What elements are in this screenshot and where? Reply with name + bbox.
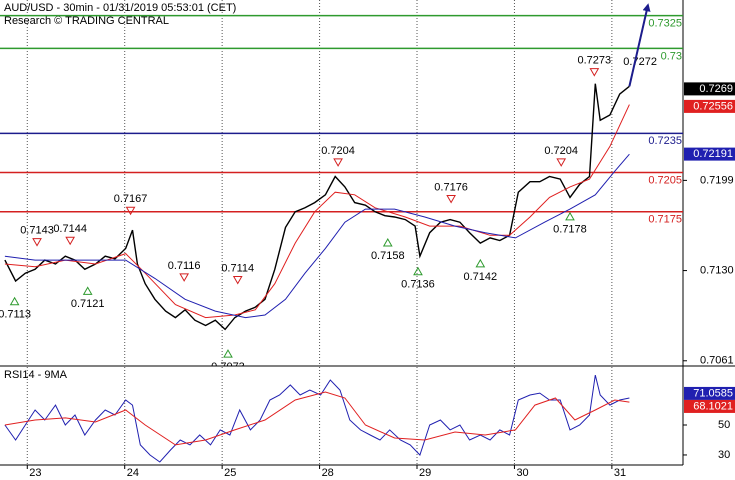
pivot-high-marker <box>446 194 456 204</box>
panel: 0.7143 0.7144 0.7113 0.7121 0.7167 0.7116 0.71… <box>0 0 683 373</box>
pivot-label: 0.7158 <box>371 250 405 262</box>
series-line <box>4 391 630 446</box>
y-tick-label: 0.7199 <box>700 174 734 186</box>
pivot-low-marker <box>223 349 233 358</box>
pivot-label: 0.7167 <box>114 193 148 205</box>
x-tick-label: 23 <box>29 467 41 479</box>
forecast-arrow <box>628 3 651 87</box>
pivot-label: 0.7142 <box>464 271 498 283</box>
x-tick-label: 24 <box>127 467 139 479</box>
y-tick-label: 30 <box>718 449 730 461</box>
pivot-high-marker <box>65 236 76 246</box>
pivot-high-marker <box>32 238 42 247</box>
pivot-high-marker <box>333 158 343 167</box>
pivot-high-marker <box>232 275 243 285</box>
pivot-label: 0.7176 <box>434 181 468 193</box>
pivot-label: 0.7178 <box>553 224 587 236</box>
price-tag-label: 0.72556 <box>693 100 733 112</box>
price-tag-label: 68.1021 <box>693 400 733 412</box>
price-tag <box>684 399 735 413</box>
x-tick-label: 31 <box>614 467 626 479</box>
price-tag <box>684 82 735 96</box>
pivot-label: 0.7204 <box>321 145 355 157</box>
pivot-low-marker <box>565 211 575 221</box>
price-tag-label: 0.7269 <box>699 83 733 95</box>
pivot-label: 0.7204 <box>544 145 578 157</box>
x-tick-label: 30 <box>516 467 528 479</box>
pivot-high-marker <box>125 206 136 216</box>
price-tag <box>684 99 735 113</box>
level-label: 0.7205 <box>648 174 682 186</box>
x-tick-label: 29 <box>419 467 431 479</box>
pivot-high-marker <box>556 158 567 167</box>
pivot-label: 0.7113 <box>0 309 31 321</box>
pivot-label: 0.7136 <box>401 279 435 291</box>
level-label: 0.73 <box>661 50 682 62</box>
pivot-label: 0.7121 <box>71 298 105 310</box>
level-label: 0.7235 <box>648 135 682 147</box>
rsi-title: RSI14 - 9MA <box>4 369 68 381</box>
price-tag-label: 71.0585 <box>693 387 733 399</box>
pivot-label: 0.7114 <box>221 262 254 274</box>
pivot-high-marker <box>179 273 190 282</box>
price-tag <box>684 386 735 400</box>
x-tick-label: 28 <box>322 467 334 479</box>
level-label: 0.7175 <box>648 214 682 226</box>
pivot-low-marker <box>475 258 486 268</box>
y-tick-label: 0.7130 <box>700 264 734 276</box>
price-tag <box>684 147 735 161</box>
y-tick-label: 0.7061 <box>700 355 734 367</box>
panel <box>4 367 630 465</box>
pivot-label: 0.7272 <box>623 56 657 68</box>
pivot-label: 0.7116 <box>168 260 201 272</box>
pivot-label: 0.7073 <box>211 361 245 373</box>
level-label: 0.7325 <box>648 18 682 30</box>
pivot-label: 0.7273 <box>578 55 612 67</box>
price-tag-label: 0.72191 <box>693 148 733 160</box>
pivot-label: 0.7144 <box>53 223 87 235</box>
chart-title: AUD/USD - 30min - 01/31/2019 05:53:01 (C… <box>4 2 236 14</box>
x-tick-label: 25 <box>224 467 236 479</box>
pivot-low-marker <box>9 296 20 306</box>
pivot-low-marker <box>382 237 393 247</box>
pivot-low-marker <box>413 266 423 276</box>
pivot-label: 0.7143 <box>20 224 54 236</box>
pivot-high-marker <box>589 68 600 77</box>
chart-subtitle: Research © TRADING CENTRAL <box>4 15 169 27</box>
pivot-low-marker <box>82 286 93 295</box>
series-line <box>4 374 630 463</box>
series-line <box>4 104 630 319</box>
y-tick-label: 50 <box>718 419 730 431</box>
series-line <box>4 153 630 319</box>
